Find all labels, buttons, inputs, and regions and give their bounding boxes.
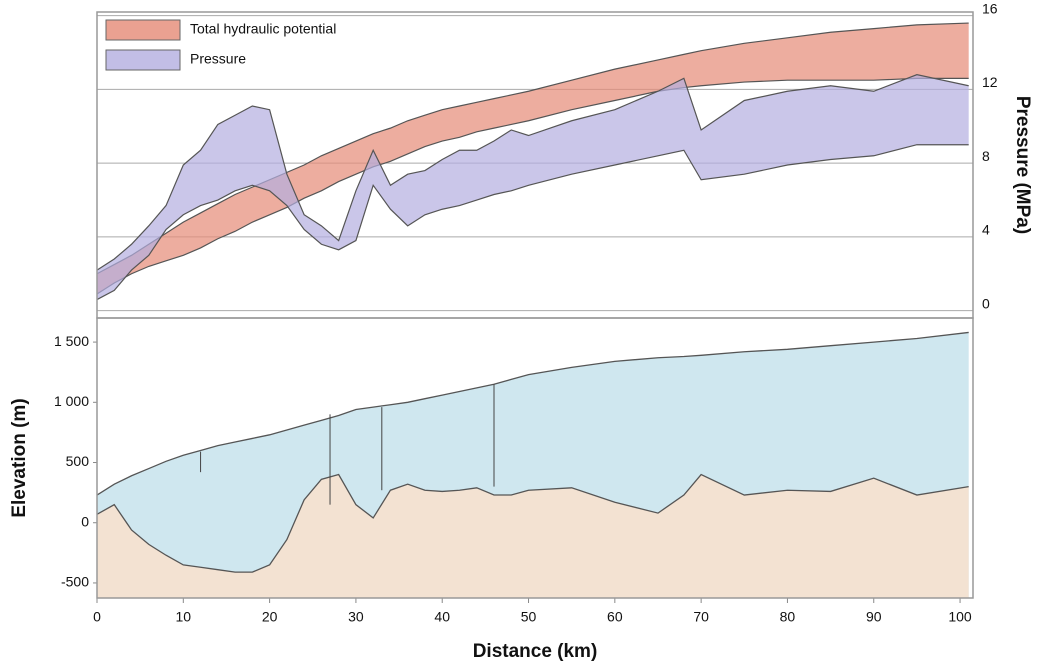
x-tick-label: 20 [262,609,278,625]
y-tick-label: 1 000 [54,393,89,409]
y2-tick-label: 4 [982,222,990,238]
area-line [96,331,969,496]
range-edge [96,22,969,275]
x-tick-label: 90 [866,609,882,625]
y2-tick-label: 0 [982,295,990,311]
y2-tick-label: 12 [982,74,998,90]
x-tick-label: 30 [348,609,364,625]
range-band [97,74,969,300]
range-edge [96,74,969,271]
area-line [96,473,969,573]
x-tick-label: 50 [521,609,537,625]
y2-axis-title: Pressure (MPa) [1012,96,1033,234]
y-tick-label: 1 500 [54,333,89,349]
y-tick-label: 0 [81,513,89,529]
y-tick-label: 500 [66,453,90,469]
area-fill [97,474,969,598]
x-tick-label: 100 [948,609,972,625]
range-band [97,23,969,295]
range-edge [96,144,969,301]
legend-label: Total hydraulic potential [190,21,336,37]
x-tick-label: 60 [607,609,623,625]
legend-label: Pressure [190,51,246,67]
y-axis-title: Elevation (m) [9,398,30,517]
x-tick-label: 80 [780,609,796,625]
x-tick-label: 10 [176,609,192,625]
panel-frame [96,317,974,599]
range-edge [96,77,969,295]
y-tick-label: -500 [61,574,89,590]
legend-swatch [105,19,181,41]
x-tick-label: 0 [93,609,101,625]
y2-tick-label: 16 [982,0,998,16]
x-tick-label: 70 [693,609,709,625]
y2-tick-label: 8 [982,148,990,164]
x-tick-label: 40 [434,609,450,625]
x-axis-title: Distance (km) [473,641,598,662]
legend-swatch [105,49,181,71]
